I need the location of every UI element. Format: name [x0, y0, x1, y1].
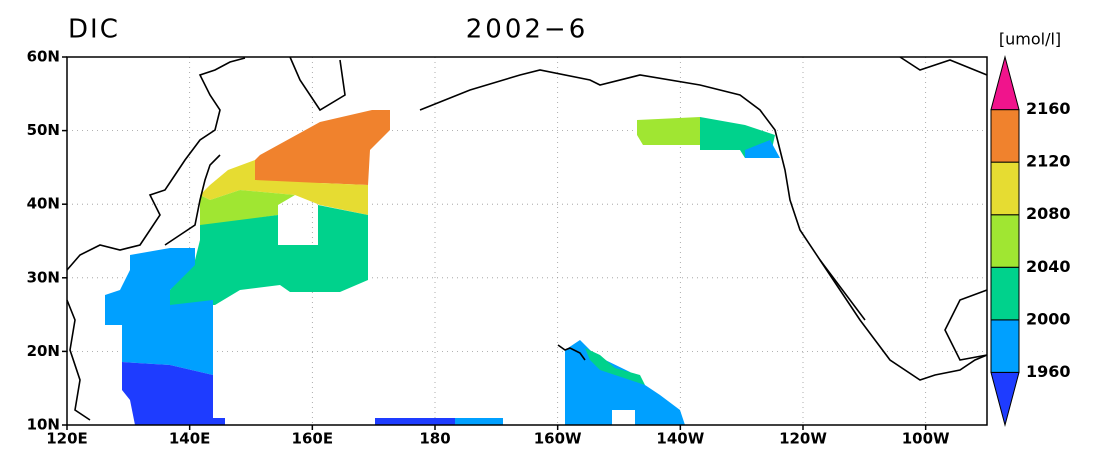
chart-title: 2002−6 [466, 15, 589, 45]
colorbar-label: 2160 [1026, 99, 1071, 118]
colorbar-segment [990, 55, 1020, 111]
units: [umol/l] [999, 30, 1061, 49]
colorbar-segment [990, 109, 1020, 163]
field-label: DIC [68, 15, 120, 45]
x-tick-label: 120E [46, 430, 88, 448]
y-tick-label: 50N [27, 121, 60, 139]
colorbar-label: 2000 [1026, 309, 1071, 328]
y-tick-label: 40N [27, 195, 60, 213]
colorbar-segment [990, 266, 1020, 321]
colorbar-label: 1960 [1026, 362, 1071, 381]
colorbar-label: 2080 [1026, 204, 1071, 223]
colorbar-segment [990, 214, 1020, 268]
x-tick-label: 160E [292, 430, 334, 448]
x-tick-label: 140E [169, 430, 211, 448]
colorbar-label: 2120 [1026, 152, 1071, 171]
x-tick-label: 140W [656, 430, 704, 448]
field [105, 110, 780, 425]
x-tick-label: 100W [902, 430, 950, 448]
x-tick-label: 180 [419, 430, 450, 448]
x-tick-label: 120W [779, 430, 827, 448]
coastlines [66, 56, 988, 421]
y-tick-label: 30N [27, 268, 60, 286]
y-tick-label: 20N [27, 342, 60, 360]
colorbar-segment [990, 371, 1020, 427]
x-tick-label: 160W [534, 430, 582, 448]
colorbar-segment [990, 161, 1020, 216]
y-tick-label: 60N [27, 48, 60, 66]
colorbar-segment [990, 319, 1020, 373]
y-tick-label: 10N [27, 416, 60, 434]
map-frame [66, 56, 988, 426]
colorbar-label: 2040 [1026, 257, 1071, 276]
